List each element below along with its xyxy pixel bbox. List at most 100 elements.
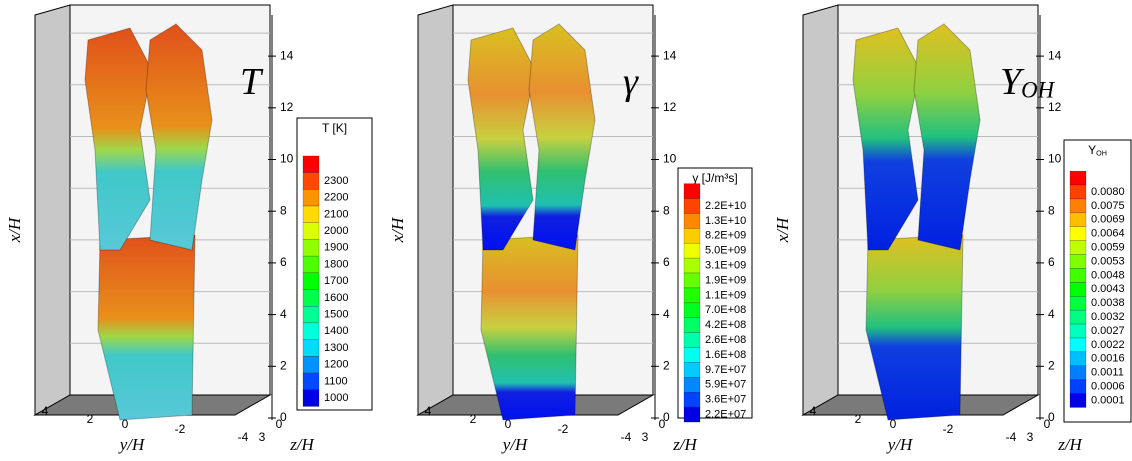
colorbar-label: 0.0064 <box>1091 228 1125 240</box>
colorbar-swatch <box>302 205 320 224</box>
colorbar-label: 1.1E+09 <box>705 289 746 301</box>
z-axis-title: z/H <box>289 435 315 454</box>
colorbar-swatch <box>302 289 320 307</box>
x-tick-label: 14 <box>663 48 677 62</box>
y-tick-label: 2 <box>855 412 862 426</box>
y-tick-label: -4 <box>238 430 249 444</box>
z-tick-label: 0 <box>1044 417 1051 431</box>
colorbar-swatch <box>1069 254 1087 269</box>
colorbar-swatch <box>302 272 320 290</box>
x-tick-label: 8 <box>663 203 670 217</box>
colorbar-swatch <box>683 377 701 393</box>
colorbar-label: 8.2E+09 <box>705 230 746 242</box>
colorbar-label: 3.6E+07 <box>705 394 746 406</box>
colorbar-label: 1800 <box>324 258 348 270</box>
x-tick-label: 0 <box>1048 410 1055 424</box>
x-tick-label: 2 <box>280 358 287 372</box>
colorbar-swatch <box>302 239 320 257</box>
colorbar-label: 1900 <box>324 242 348 254</box>
panel-symbol: T <box>240 61 264 103</box>
colorbar-label: 1500 <box>324 309 348 321</box>
colorbar-title-sub: OH <box>1096 148 1107 157</box>
colorbar-swatch <box>302 372 320 390</box>
colorbar-swatch <box>1069 184 1087 200</box>
x-axis-title: x/H <box>388 216 407 243</box>
z-axis-title: z/H <box>1057 435 1083 454</box>
colorbar-label: 2300 <box>324 175 348 187</box>
z-tick-label: 3 <box>1027 430 1034 444</box>
colorbar-swatch <box>1069 296 1087 311</box>
colorbar-swatch <box>683 302 701 319</box>
colorbar-label: 1300 <box>324 342 348 354</box>
colorbar-label: 1.3E+10 <box>705 215 746 227</box>
colorbar-title: YOH <box>1088 143 1107 157</box>
colorbar-title: γ [J/m³s] <box>692 171 737 185</box>
colorbar-label: 2.2E+10 <box>705 200 746 212</box>
colorbar-swatch <box>683 332 701 348</box>
colorbar-label: 0.0027 <box>1091 325 1125 337</box>
colorbar-label: 0.0080 <box>1091 186 1125 198</box>
y-tick-label: 0 <box>505 417 512 431</box>
colorbar-swatch <box>302 339 320 357</box>
colorbar-swatch <box>1069 337 1087 353</box>
x-tick-label: 4 <box>663 307 670 321</box>
colorbar-swatch <box>683 257 701 274</box>
colorbar-label: 0.0043 <box>1091 283 1125 295</box>
y-tick-label: 0 <box>122 417 129 431</box>
x-tick-label: 8 <box>1048 203 1055 217</box>
colorbar-label: 1200 <box>324 359 348 371</box>
y-tick-label: 4 <box>42 404 49 418</box>
side-wall <box>417 4 454 416</box>
colorbar-swatch <box>683 317 701 333</box>
colorbar-swatch <box>302 222 320 240</box>
colorbar-label: 0.0006 <box>1091 381 1125 393</box>
colorbar-label: 0.0075 <box>1091 200 1125 212</box>
colorbar-title-main: Y <box>1088 143 1096 157</box>
panel-symbol-sub: OH <box>1021 78 1055 103</box>
y-tick-label: -4 <box>1006 430 1017 444</box>
x-tick-label: 12 <box>663 100 677 114</box>
colorbar-label: 0.0011 <box>1091 367 1124 379</box>
z-tick-label: 0 <box>659 417 666 431</box>
x-tick-label: 12 <box>1048 100 1062 114</box>
panel-symbol: YOH <box>1000 61 1056 103</box>
x-axis-title: x/H <box>5 216 24 243</box>
colorbar-label: 2100 <box>324 208 348 220</box>
y-axis-title: y/H <box>501 435 529 454</box>
colorbar-swatch <box>1069 268 1087 283</box>
x-tick-label: 12 <box>280 100 294 114</box>
flame-left <box>852 27 921 251</box>
colorbar-title-main: T [K] <box>322 121 347 135</box>
x-tick-label: 10 <box>280 152 294 166</box>
colorbar-title: T [K] <box>322 121 347 135</box>
colorbar-label: 0.0038 <box>1091 297 1125 309</box>
colorbar-swatch <box>683 228 701 244</box>
x-tick-label: 10 <box>1048 152 1062 166</box>
colorbar-swatch <box>1069 309 1087 325</box>
flame-left <box>84 27 153 251</box>
flame-right <box>145 23 213 251</box>
colorbar-swatch <box>302 155 320 173</box>
colorbar-label: 0.0001 <box>1091 394 1125 406</box>
colorbar-label: 2.2E+07 <box>705 409 746 421</box>
z-axis-title: z/H <box>672 435 698 454</box>
colorbar-swatch <box>683 347 701 363</box>
z-tick-label: 3 <box>259 430 266 444</box>
x-tick-label: 4 <box>1048 307 1055 321</box>
flame-right <box>528 23 596 251</box>
colorbar-label: 1000 <box>324 392 348 404</box>
colorbar-swatch <box>1069 351 1087 367</box>
colorbar-label: 1.6E+08 <box>705 349 746 361</box>
colorbar-label: 9.7E+07 <box>705 364 746 376</box>
colorbar-swatch <box>683 406 701 423</box>
colorbar-swatch <box>302 356 320 374</box>
colorbar-label: 0.0032 <box>1091 311 1125 323</box>
x-tick-label: 10 <box>663 152 677 166</box>
colorbar-label: 1700 <box>324 275 348 287</box>
colorbar-label: 1.9E+09 <box>705 274 746 286</box>
colorbar-swatch <box>1069 226 1087 241</box>
colorbar-swatch <box>1069 170 1087 186</box>
colorbar-label: 2200 <box>324 192 348 204</box>
y-tick-label: 0 <box>890 417 897 431</box>
colorbar-swatch <box>683 183 701 199</box>
